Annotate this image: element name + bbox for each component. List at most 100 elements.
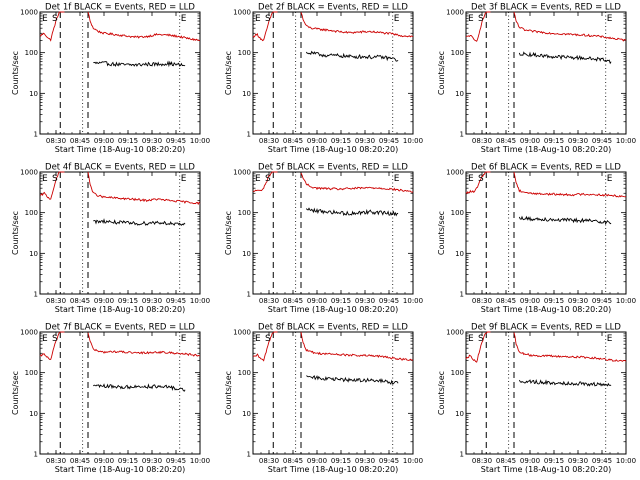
y-tick-label: 1 <box>34 131 38 139</box>
y-tick-label: 10 <box>29 410 38 418</box>
y-tick-label: 1 <box>460 291 464 299</box>
x-tick-label: 08:30 <box>472 137 492 145</box>
x-tick-label: 09:45 <box>166 457 186 465</box>
lld-series-line <box>300 172 414 193</box>
plot-frame <box>39 331 201 455</box>
x-tick-label: 09:15 <box>331 297 351 305</box>
y-tick-label: 10 <box>455 90 464 98</box>
x-tick-label: 09:30 <box>568 297 588 305</box>
x-tick-label: 09:30 <box>355 137 375 145</box>
x-tick-label: 08:30 <box>472 457 492 465</box>
y-tick-label: 1 <box>247 131 251 139</box>
panel-title: Det 6f BLACK = Events, RED = LLD <box>471 163 621 173</box>
y-axis-label: Counts/sec <box>11 51 20 95</box>
y-axis-label: Counts/sec <box>224 51 233 95</box>
y-tick-label: 1 <box>247 291 251 299</box>
x-tick-label: 09:00 <box>520 297 540 305</box>
x-tick-label: 09:00 <box>94 457 114 465</box>
events-series-line <box>93 60 186 68</box>
marker-s: S <box>52 334 58 344</box>
x-tick-label: 09:15 <box>118 457 138 465</box>
x-tick-label: 09:45 <box>166 137 186 145</box>
y-tick-label: 1 <box>460 451 464 459</box>
marker-e-end: E <box>607 334 613 344</box>
x-tick-label: 08:30 <box>46 457 66 465</box>
marker-e-end: E <box>181 174 187 184</box>
y-axis-label: Counts/sec <box>437 51 446 95</box>
y-tick-label: 1000 <box>20 329 38 337</box>
x-axis-label: Start Time (18-Aug-10 08:20:20) <box>55 305 186 314</box>
x-tick-label: 09:45 <box>379 297 399 305</box>
x-tick-label: 09:00 <box>307 137 327 145</box>
x-tick-label: 08:45 <box>283 137 303 145</box>
y-axis-label: Counts/sec <box>437 211 446 255</box>
y-tick-label: 10 <box>29 90 38 98</box>
lld-series-line <box>252 11 278 42</box>
lld-series-line <box>300 12 414 38</box>
y-tick-label: 10 <box>455 250 464 258</box>
lld-series-line <box>513 332 627 362</box>
plot-frame <box>39 171 201 295</box>
panel-7: Det 7f BLACK = Events, RED = LLD 1 10 100 10… <box>11 323 210 475</box>
marker-e-end: E <box>394 174 400 184</box>
panel-6: Det 6f BLACK = Events, RED = LLD 1 10 100 10… <box>437 163 636 315</box>
y-tick-label: 10 <box>455 410 464 418</box>
marker-e-start: E <box>255 334 261 344</box>
marker-e-start: E <box>42 174 48 184</box>
lld-series-line <box>513 171 627 198</box>
lld-series-line <box>465 171 491 195</box>
y-tick-label: 100 <box>238 369 251 377</box>
x-tick-label: 09:30 <box>568 457 588 465</box>
x-tick-label: 09:45 <box>592 137 612 145</box>
x-tick-label: 09:00 <box>520 457 540 465</box>
x-tick-label: 10:00 <box>190 457 210 465</box>
panel-title: Det 9f BLACK = Events, RED = LLD <box>471 323 621 333</box>
x-tick-label: 08:30 <box>46 137 66 145</box>
x-tick-label: 09:00 <box>94 137 114 145</box>
x-tick-label: 10:00 <box>190 297 210 305</box>
marker-e-start: E <box>468 334 474 344</box>
marker-s: S <box>265 14 271 24</box>
marker-e-end: E <box>394 14 400 24</box>
events-series-line <box>518 379 612 387</box>
x-tick-label: 10:00 <box>616 137 636 145</box>
events-series-line <box>305 50 399 62</box>
y-tick-label: 100 <box>451 369 464 377</box>
marker-e-start: E <box>42 14 48 24</box>
y-tick-label: 1 <box>247 451 251 459</box>
events-series-line <box>518 51 612 65</box>
lld-series-line <box>252 171 278 193</box>
lld-series-line <box>253 331 278 362</box>
y-tick-label: 100 <box>238 209 251 217</box>
panel-title: Det 2f BLACK = Events, RED = LLD <box>258 3 408 13</box>
x-tick-label: 10:00 <box>403 297 423 305</box>
marker-e-start: E <box>468 174 474 184</box>
x-tick-label: 09:45 <box>592 297 612 305</box>
x-tick-label: 09:15 <box>118 137 138 145</box>
x-tick-label: 08:30 <box>259 137 279 145</box>
x-tick-label: 08:45 <box>283 297 303 305</box>
marker-e-end: E <box>607 14 613 24</box>
marker-s: S <box>478 334 484 344</box>
x-tick-label: 08:45 <box>70 297 90 305</box>
x-tick-label: 09:00 <box>520 137 540 145</box>
x-tick-label: 09:15 <box>544 137 564 145</box>
y-tick-label: 1000 <box>233 329 251 337</box>
marker-e-start: E <box>42 334 48 344</box>
y-tick-label: 100 <box>25 49 38 57</box>
plot-frame <box>252 171 414 295</box>
y-tick-label: 100 <box>238 49 251 57</box>
events-series-line <box>306 375 399 385</box>
y-tick-label: 10 <box>29 250 38 258</box>
x-tick-label: 09:15 <box>544 297 564 305</box>
x-tick-label: 08:30 <box>259 457 279 465</box>
x-tick-label: 08:45 <box>496 297 516 305</box>
x-axis-label: Start Time (18-Aug-10 08:20:20) <box>268 305 399 314</box>
lld-series-line <box>40 171 65 200</box>
x-tick-label: 09:45 <box>166 297 186 305</box>
lld-series-line <box>39 11 65 42</box>
x-axis-label: Start Time (18-Aug-10 08:20:20) <box>55 465 186 474</box>
x-axis-label: Start Time (18-Aug-10 08:20:20) <box>55 145 186 154</box>
y-tick-label: 1000 <box>20 9 38 17</box>
